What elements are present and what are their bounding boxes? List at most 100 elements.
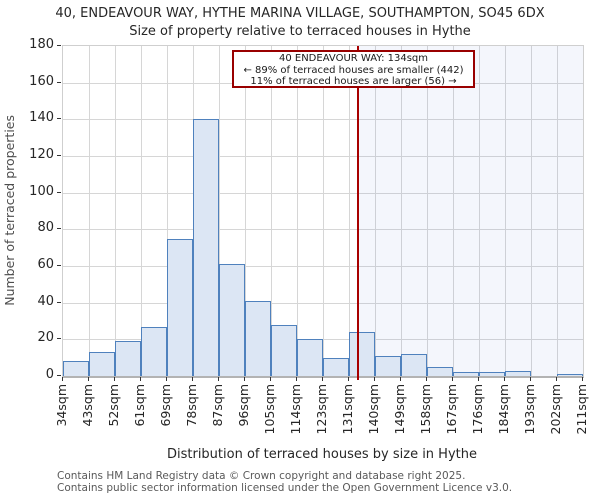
histogram-bar [167, 238, 193, 376]
histogram-bar [479, 372, 505, 376]
histogram-bar [427, 366, 453, 376]
x-tick-label: 140sqm [366, 384, 381, 435]
annotation-line-3: 11% of terraced houses are larger (56) → [250, 76, 457, 87]
vertical-gridline [167, 46, 168, 376]
x-tick-label: 131sqm [340, 384, 355, 435]
y-tick-mark [57, 301, 61, 303]
x-tick-mark [270, 377, 271, 381]
x-tick-mark [322, 377, 323, 381]
vertical-gridline [427, 46, 428, 376]
x-tick-mark [166, 377, 167, 381]
histogram-bar [349, 332, 375, 376]
x-tick-label: 184sqm [496, 384, 511, 435]
vertical-gridline [219, 46, 220, 376]
y-tick-mark [57, 265, 61, 266]
x-tick-label: 69sqm [158, 384, 173, 427]
y-tick-mark [57, 191, 61, 193]
x-tick-label: 78sqm [184, 384, 199, 427]
histogram-bar [453, 372, 479, 376]
x-tick-label: 87sqm [210, 384, 225, 427]
x-tick-mark [452, 377, 453, 381]
vertical-gridline [401, 46, 402, 376]
x-tick-label: 61sqm [132, 384, 147, 427]
x-tick-mark [400, 377, 401, 381]
y-axis-title: Number of terraced properties [1, 114, 17, 306]
x-tick-label: 43sqm [80, 384, 95, 427]
vertical-gridline [557, 46, 558, 376]
chart-subtitle: Size of property relative to terraced ho… [129, 24, 471, 39]
y-tick-mark [57, 155, 61, 156]
x-tick-mark [556, 377, 557, 381]
x-tick-label: 211sqm [574, 384, 589, 435]
histogram-bar [505, 370, 531, 376]
x-tick-mark [530, 377, 531, 381]
y-tick-label: 40 [37, 293, 54, 309]
vertical-gridline [349, 46, 350, 376]
x-tick-mark [296, 377, 297, 381]
x-tick-mark [426, 377, 427, 381]
x-tick-label: 202sqm [548, 384, 563, 435]
histogram-bar [219, 264, 245, 376]
y-tick-mark [57, 45, 61, 46]
x-tick-mark [478, 377, 479, 381]
x-tick-mark [88, 377, 89, 381]
histogram-bar [401, 354, 427, 376]
x-tick-mark [504, 377, 505, 381]
x-tick-label: 176sqm [470, 384, 485, 435]
histogram-bar [89, 352, 115, 376]
y-tick-mark [57, 338, 61, 340]
vertical-gridline [453, 46, 454, 376]
x-tick-mark [114, 377, 115, 381]
vertical-gridline [89, 46, 90, 376]
y-tick-label: 20 [37, 330, 54, 346]
vertical-gridline [375, 46, 376, 376]
x-tick-mark [192, 377, 193, 381]
x-tick-mark [244, 377, 245, 381]
y-tick-label: 160 [29, 73, 54, 89]
x-tick-mark [348, 377, 349, 381]
histogram-bar [115, 341, 141, 376]
footer-line-2: Contains public sector information licen… [57, 481, 513, 494]
x-tick-mark [218, 377, 219, 381]
y-tick-label: 100 [29, 183, 54, 199]
y-axis-title-wrap: Number of terraced properties [0, 45, 18, 375]
x-tick-mark [62, 377, 63, 381]
x-tick-label: 105sqm [262, 384, 277, 435]
y-tick-label: 60 [37, 257, 54, 272]
x-axis-title: Distribution of terraced houses by size … [166, 447, 477, 462]
y-tick-mark [57, 228, 61, 230]
license-footer: Contains HM Land Registry data © Crown c… [57, 470, 513, 494]
plot-area [62, 45, 584, 380]
x-tick-mark [140, 377, 141, 381]
x-tick-label: 96sqm [236, 384, 251, 427]
histogram-bar [557, 374, 583, 376]
y-tick-label: 180 [29, 37, 54, 52]
y-tick-mark [57, 81, 61, 83]
vertical-gridline [271, 46, 272, 376]
y-tick-label: 120 [29, 147, 54, 162]
vertical-gridline [479, 46, 480, 376]
larger-than-region-shade [357, 46, 583, 376]
vertical-gridline [531, 46, 532, 376]
histogram-bar [141, 326, 167, 376]
vertical-gridline [323, 46, 324, 376]
y-tick-label: 140 [29, 110, 54, 126]
x-tick-label: 52sqm [106, 384, 121, 427]
x-tick-label: 167sqm [444, 384, 459, 435]
y-tick-mark [57, 118, 61, 120]
histogram-bar [271, 324, 297, 376]
vertical-gridline [115, 46, 116, 376]
y-tick-label: 0 [45, 367, 54, 382]
annotation-line-2: ← 89% of terraced houses are smaller (44… [243, 64, 464, 76]
chart-title: 40, ENDEAVOUR WAY, HYTHE MARINA VILLAGE,… [55, 6, 545, 21]
vertical-gridline [505, 46, 506, 376]
x-tick-mark [374, 377, 375, 381]
histogram-bar [297, 339, 323, 376]
x-tick-mark [582, 377, 583, 381]
footer-line-1: Contains HM Land Registry data © Crown c… [57, 470, 466, 482]
x-tick-label: 149sqm [392, 384, 407, 435]
histogram-bar [245, 300, 271, 376]
property-size-marker-line [356, 46, 359, 380]
y-tick-label: 80 [37, 220, 54, 236]
